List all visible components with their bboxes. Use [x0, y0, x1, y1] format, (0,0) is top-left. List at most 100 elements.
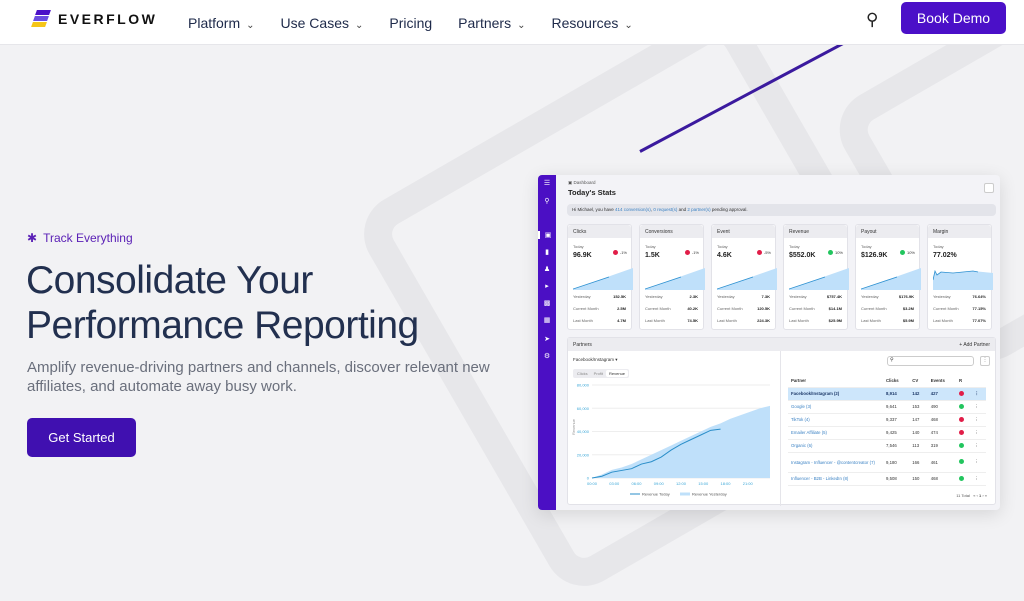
- chevron-down-icon: ⌄: [246, 19, 255, 31]
- stat-card: Event Today 4.6K -5% Yesterday 7.3K Curren…: [711, 224, 777, 330]
- stat-row-value: $757.4K: [826, 294, 842, 299]
- send-icon: ➤: [544, 336, 550, 343]
- pending-notice: Hi Michael, you have 414 conversion(s), …: [567, 204, 996, 216]
- nav-use-cases[interactable]: Use Cases ⌄: [281, 15, 364, 31]
- up-indicator-icon: [959, 442, 965, 448]
- nav-resources[interactable]: Resources ⌄: [551, 15, 632, 31]
- stat-row-label: Yesterday: [717, 294, 735, 299]
- top-nav: EVERFLOW Platform ⌄ Use Cases ⌄ Pricing Pa…: [0, 0, 1024, 45]
- today-value: 96.9K: [573, 252, 592, 259]
- chart-icon: ▩: [543, 300, 551, 307]
- stat-card-title: Revenue: [784, 225, 847, 238]
- stat-card: Revenue Today $552.0K 10% Yesterday $757.…: [783, 224, 849, 330]
- stat-row: Last Month 224.3K: [717, 318, 770, 323]
- stat-row: Yesterday $176.9K: [861, 294, 914, 299]
- chevron-down-icon: ⌄: [517, 19, 526, 31]
- column-header: Events: [927, 374, 957, 388]
- today-value: $552.0K: [789, 252, 816, 259]
- notice-text: and: [677, 207, 688, 212]
- sparkle-icon: ✱: [27, 231, 38, 245]
- row-menu-icon: ⋮: [971, 439, 986, 453]
- stat-row-label: Current Month: [573, 306, 599, 311]
- today-label: Today: [717, 244, 728, 249]
- folder-icon: ▮: [545, 249, 549, 256]
- y-tick-label: 20,000: [577, 452, 590, 457]
- nav-partners[interactable]: Partners ⌄: [458, 15, 525, 31]
- cv-cell: 140: [909, 426, 928, 440]
- stat-row-value: 120.5K: [757, 306, 770, 311]
- stat-row-value: $25.9M: [828, 318, 842, 323]
- up-indicator-icon: [959, 475, 965, 481]
- row-menu-icon: ⋮: [971, 400, 986, 414]
- cv-cell: 147: [909, 413, 928, 427]
- logo[interactable]: EVERFLOW: [31, 9, 157, 29]
- nav-platform[interactable]: Platform ⌄: [188, 15, 255, 31]
- events-cell: 490: [927, 400, 957, 414]
- stat-row-value: 2.3K: [689, 294, 698, 299]
- events-cell: 427: [927, 387, 957, 401]
- divider: [780, 351, 781, 506]
- x-tick-label: 21:00: [743, 481, 754, 486]
- stat-row-label: Yesterday: [573, 294, 591, 299]
- notice-text: pending approval.: [710, 207, 748, 212]
- stat-row: Yesterday 76.64%: [933, 294, 986, 299]
- cv-cell: 150: [909, 472, 928, 486]
- stat-row: Last Month 77.07%: [933, 318, 986, 323]
- sparkline: [861, 268, 921, 290]
- nav-label: Resources: [551, 14, 619, 31]
- partner-name: Instagram - Influencer - @contentcreator…: [788, 452, 883, 473]
- y-tick-label: 40,000: [577, 429, 590, 434]
- x-tick-label: 15:00: [698, 481, 709, 486]
- book-demo-button[interactable]: Book Demo: [901, 2, 1006, 34]
- change-value: 10%: [906, 250, 915, 255]
- stat-row-value: 77.15%: [972, 306, 986, 311]
- get-started-button[interactable]: Get Started: [27, 418, 136, 457]
- stat-row-value: 7.3K: [761, 294, 770, 299]
- up-indicator-icon: [827, 250, 833, 256]
- stat-row-value: $14.1M: [828, 306, 842, 311]
- tab-clicks: Clicks: [577, 371, 588, 376]
- sparkline: [717, 268, 777, 290]
- x-tick-label: 00:00: [587, 481, 598, 486]
- events-cell: 474: [927, 426, 957, 440]
- search-icon[interactable]: ⚲: [866, 10, 879, 29]
- table-row: Emailer Affiliate (5) 9,425 140 474 ⋮: [788, 426, 986, 440]
- sparkline: [933, 269, 993, 290]
- x-tick-label: 09:00: [654, 481, 665, 486]
- conversions-link: 414 conversion(s): [615, 207, 651, 212]
- change-badge: -1%: [684, 250, 699, 256]
- table-row: TikTok (4) 9,337 147 468 ⋮: [788, 413, 986, 427]
- change-value: -1%: [619, 250, 627, 255]
- stat-row-value: 77.07%: [972, 318, 986, 323]
- series-revenue-today: [591, 428, 721, 479]
- legend-yesterday: Revenue Yesterday: [692, 492, 727, 497]
- partner-name: Organic (6): [788, 439, 883, 453]
- down-indicator-icon: [756, 250, 762, 256]
- breadcrumb-label: Dashboard: [573, 180, 596, 185]
- up-indicator-icon: [959, 459, 965, 464]
- stat-row-value: 40.2K: [687, 306, 698, 311]
- up-indicator-icon: [959, 403, 965, 409]
- events-cell: 468: [927, 413, 957, 427]
- stat-row-label: Last Month: [645, 318, 665, 323]
- stat-row-value: $5.9M: [902, 318, 914, 323]
- nav-pricing[interactable]: Pricing: [389, 15, 432, 31]
- y-axis-label: Revenue: [571, 418, 576, 435]
- stat-row: Yesterday 2.3K: [645, 294, 698, 299]
- events-cell: 319: [927, 439, 957, 453]
- events-cell: 468: [927, 472, 957, 486]
- stat-card: Margin Today 77.02% Yesterday 76.64% Curre…: [927, 224, 993, 330]
- x-tick-label: 12:00: [676, 481, 687, 486]
- change-value: 10%: [834, 250, 843, 255]
- x-tick-label: 06:00: [631, 481, 642, 486]
- y-tick-label: 80,000: [577, 383, 590, 388]
- partners-title: Partners: [573, 342, 592, 348]
- x-tick-label: 18:00: [720, 481, 731, 486]
- users-icon: ♟: [543, 266, 551, 273]
- row-menu-icon: ⋮: [971, 426, 986, 440]
- clicks-cell: 7,546: [883, 439, 910, 453]
- nav-label: Pricing: [389, 14, 433, 31]
- partner-name: Influencer - B2B - LinkedIn (8): [788, 472, 883, 486]
- clicks-cell: 9,641: [883, 400, 910, 414]
- cv-cell: 166: [909, 452, 928, 473]
